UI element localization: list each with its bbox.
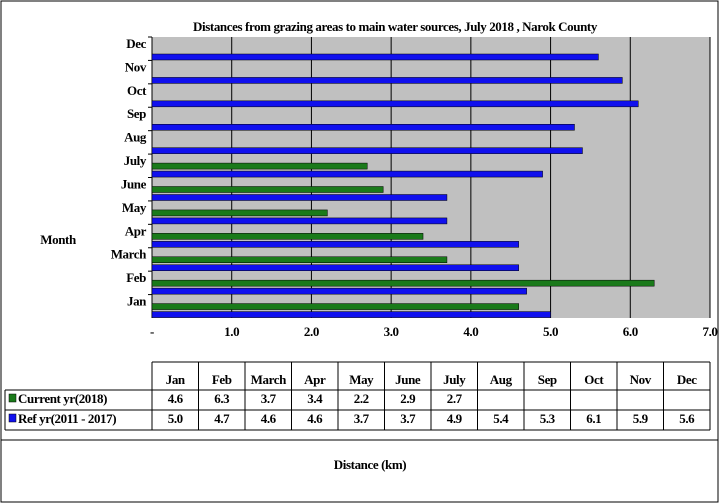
x-tick-label: 3.0 bbox=[384, 324, 399, 339]
bar bbox=[151, 241, 519, 248]
table-header: Nov bbox=[630, 372, 652, 387]
bar bbox=[151, 217, 448, 225]
table-value: 2.9 bbox=[400, 391, 416, 406]
bar bbox=[151, 186, 384, 193]
bar bbox=[151, 311, 551, 318]
y-axis-label: Month bbox=[40, 232, 77, 247]
table-value: 3.7 bbox=[261, 391, 277, 406]
y-tick-label: Sep bbox=[127, 106, 146, 121]
bar bbox=[151, 209, 328, 217]
bar bbox=[151, 233, 424, 240]
table-header: Jan bbox=[166, 372, 186, 387]
bar bbox=[151, 124, 575, 131]
table-value: 5.0 bbox=[168, 411, 183, 426]
table-header: Dec bbox=[677, 372, 697, 387]
table-value: 4.6 bbox=[261, 411, 277, 426]
table-header: Feb bbox=[212, 372, 232, 387]
bar bbox=[151, 194, 448, 201]
table-value: 4.7 bbox=[214, 411, 230, 426]
table-value: 3.4 bbox=[307, 391, 323, 406]
y-tick-label: June bbox=[121, 176, 147, 191]
bar bbox=[151, 147, 583, 154]
table-value: 2.2 bbox=[354, 391, 369, 406]
table-value: 5.3 bbox=[540, 411, 556, 426]
bar bbox=[151, 264, 519, 271]
legend-swatch bbox=[8, 413, 17, 423]
bar bbox=[151, 287, 527, 295]
x-tick-label: 7.0 bbox=[702, 324, 717, 339]
table-value: 4.6 bbox=[168, 391, 184, 406]
y-tick-label: July bbox=[124, 153, 147, 168]
table-header: March bbox=[251, 372, 287, 387]
plot-area bbox=[152, 37, 710, 318]
y-tick-label: Aug bbox=[124, 130, 147, 145]
table-header: July bbox=[443, 372, 466, 387]
table-header: Aug bbox=[490, 372, 513, 387]
bar bbox=[151, 77, 623, 84]
table-header: Sep bbox=[538, 372, 557, 387]
y-tick-label: Feb bbox=[126, 270, 146, 285]
table-value: 3.7 bbox=[354, 411, 370, 426]
bar bbox=[151, 170, 543, 178]
x-tick-label: - bbox=[150, 324, 154, 339]
table-value: 5.6 bbox=[679, 411, 695, 426]
bar bbox=[151, 279, 655, 287]
y-tick-label: March bbox=[111, 247, 147, 262]
table-header: June bbox=[395, 372, 421, 387]
legend-swatch bbox=[8, 393, 17, 403]
bar bbox=[151, 100, 639, 108]
y-tick-label: May bbox=[122, 200, 147, 215]
x-axis-label: Distance (km) bbox=[334, 457, 406, 472]
x-tick-label: 4.0 bbox=[463, 324, 478, 339]
y-tick-label: Oct bbox=[127, 83, 147, 98]
table-header: May bbox=[349, 372, 374, 387]
x-tick-label: 6.0 bbox=[623, 324, 638, 339]
y-tick-label: Nov bbox=[125, 59, 147, 74]
y-tick-label: Apr bbox=[125, 223, 147, 238]
x-tick-label: 2.0 bbox=[304, 324, 319, 339]
y-tick-label: Jan bbox=[127, 294, 147, 309]
table-value: 4.9 bbox=[447, 411, 463, 426]
table-value: 3.7 bbox=[400, 411, 416, 426]
bar bbox=[151, 162, 368, 170]
table-header: Oct bbox=[584, 372, 604, 387]
table-value: 5.9 bbox=[633, 411, 649, 426]
x-tick-label: 5.0 bbox=[543, 324, 558, 339]
table-value: 5.4 bbox=[493, 411, 509, 426]
table-header: Apr bbox=[304, 372, 326, 387]
table-value: 6.3 bbox=[214, 391, 230, 406]
table-value: 4.6 bbox=[307, 411, 323, 426]
table-value: 6.1 bbox=[586, 411, 601, 426]
y-tick-label: Dec bbox=[126, 36, 146, 51]
x-tick-label: 1.0 bbox=[224, 324, 239, 339]
bar bbox=[151, 303, 519, 310]
bar bbox=[151, 256, 448, 263]
legend-label: Ref yr(2011 - 2017) bbox=[18, 411, 116, 426]
bar bbox=[151, 53, 599, 61]
chart-title: Distances from grazing areas to main wat… bbox=[193, 19, 598, 34]
legend-label: Current yr(2018) bbox=[18, 391, 107, 406]
table-value: 2.7 bbox=[447, 391, 463, 406]
